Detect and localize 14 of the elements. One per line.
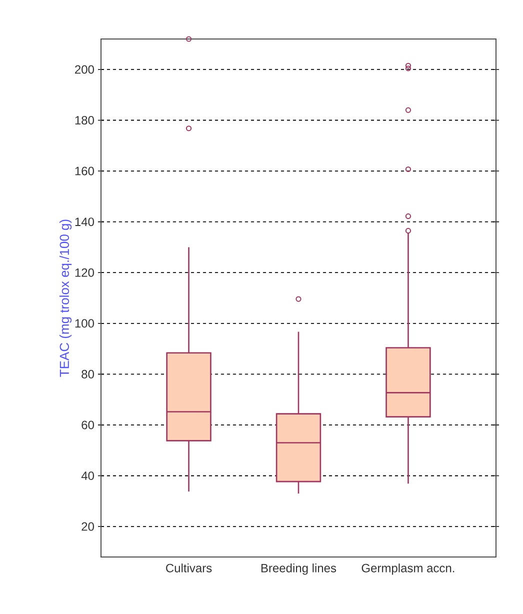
y-axis-title: TEAC (mg trolox eq./100 g) <box>59 220 72 377</box>
y-tick-label: 40 <box>81 472 94 480</box>
x-tick-label: Germplasm accn. <box>362 564 454 575</box>
y-tick-label: 60 <box>82 420 94 430</box>
x-tick-label: Cultivars <box>166 564 212 572</box>
x-tick-label: Breeding lines <box>261 564 336 575</box>
y-tick-label: 180 <box>75 116 94 124</box>
y-tick-label: 100 <box>75 319 94 328</box>
y-tick-label: 120 <box>75 268 94 277</box>
y-tick-label: 160 <box>75 166 94 176</box>
y-tick-label: 80 <box>82 370 94 378</box>
y-tick-label: 20 <box>82 522 94 531</box>
y-tick-label: 200 <box>75 65 94 74</box>
y-tick-label: 140 <box>75 218 94 226</box>
